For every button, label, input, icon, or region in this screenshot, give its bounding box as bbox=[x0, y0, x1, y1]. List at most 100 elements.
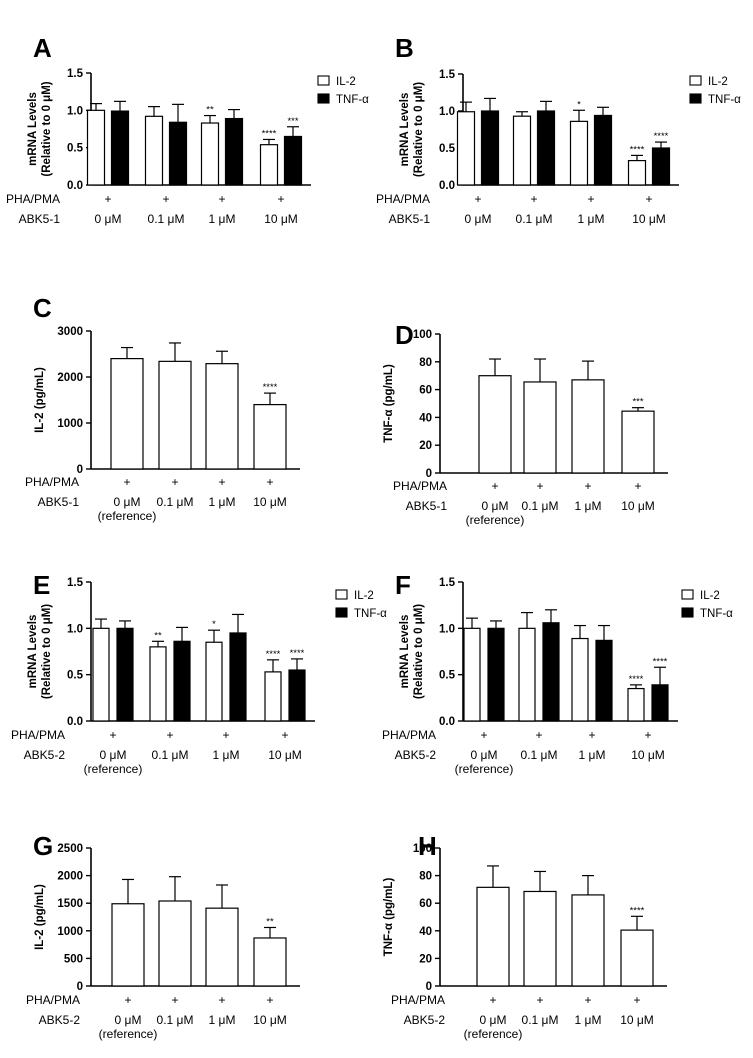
bar-tnf--3 bbox=[621, 410, 655, 474]
stim-plus: + bbox=[104, 192, 111, 206]
bar-il-2-3 bbox=[253, 937, 287, 987]
y-tick-label: 1.5 bbox=[439, 577, 456, 589]
bar-il-2-3 bbox=[264, 671, 282, 722]
panel-letter: B bbox=[395, 33, 414, 63]
bar-tnf--2 bbox=[224, 117, 244, 186]
legend-swatch bbox=[681, 589, 694, 600]
y-tick-label: 1.5 bbox=[439, 69, 456, 81]
stim-row-label: PHA/PMA bbox=[393, 479, 447, 493]
y-tick-label: 0.0 bbox=[439, 180, 455, 192]
reference-note: (reference) bbox=[464, 1027, 523, 1041]
stim-row-label: PHA/PMA bbox=[26, 993, 80, 1007]
stim-plus: + bbox=[171, 475, 178, 489]
significance-stars: *** bbox=[287, 116, 298, 127]
panel-d: D TNF-α (pg/mL) 0 20 40 60 80 100 *** PHA/PMA ABK5… bbox=[383, 320, 668, 527]
legend-swatch bbox=[681, 607, 694, 618]
significance-stars: * bbox=[212, 619, 216, 630]
stim-plus: + bbox=[584, 993, 591, 1007]
legend-label: IL-2 bbox=[354, 590, 374, 602]
reference-note: (reference) bbox=[99, 1027, 158, 1041]
y-tick-label: 0.5 bbox=[67, 670, 84, 682]
significance-stars: **** bbox=[290, 648, 305, 659]
concentration-label: 1 μM bbox=[579, 748, 606, 762]
bar-tnf--1 bbox=[523, 381, 557, 474]
legend-swatch bbox=[689, 75, 702, 86]
concentration-label: 10 μM bbox=[631, 748, 665, 762]
stim-plus: + bbox=[218, 475, 225, 489]
y-tick-label: 2000 bbox=[57, 372, 83, 384]
panel-g: G IL-2 (pg/mL) 0 500 1000 1500 2000 2500 ** PHA/P… bbox=[26, 831, 300, 1041]
legend-label: TNF-α bbox=[354, 608, 387, 620]
concentration-label: 0.1 μM bbox=[522, 499, 559, 513]
panel-letter: G bbox=[33, 831, 53, 861]
stim-plus: + bbox=[633, 993, 640, 1007]
stim-plus: + bbox=[266, 993, 273, 1007]
stim-plus: + bbox=[266, 475, 273, 489]
concentration-label: 10 μM bbox=[253, 1013, 287, 1027]
bar-il-2-0 bbox=[110, 358, 144, 470]
y-tick-label: 0.5 bbox=[439, 670, 456, 682]
stim-plus: + bbox=[123, 475, 130, 489]
y-axis-title: mRNA Levels bbox=[27, 92, 39, 166]
legend-label: IL-2 bbox=[708, 76, 728, 88]
concentration-label: 0 μM bbox=[95, 212, 122, 226]
legend-label: IL-2 bbox=[336, 76, 356, 88]
concentration-label: 0.1 μM bbox=[148, 212, 185, 226]
significance-stars: **** bbox=[630, 144, 645, 155]
bar-tnf--2 bbox=[229, 632, 247, 722]
concentration-label: 1 μM bbox=[209, 1013, 236, 1027]
concentration-label: 1 μM bbox=[578, 212, 605, 226]
concentration-label: 10 μM bbox=[253, 495, 287, 509]
stim-row-label: PHA/PMA bbox=[11, 728, 65, 742]
stim-plus: + bbox=[162, 192, 169, 206]
y-tick-label: 0 bbox=[426, 468, 432, 480]
compound-row-label: ABK5-2 bbox=[24, 748, 66, 762]
concentration-label: 1 μM bbox=[209, 495, 236, 509]
bar-tnf--3 bbox=[288, 669, 306, 722]
bar-tnf--0 bbox=[110, 110, 130, 186]
concentration-label: 0.1 μM bbox=[152, 748, 189, 762]
y-axis-title: TNF-α (pg/mL) bbox=[383, 364, 395, 443]
stim-row-label: PHA/PMA bbox=[25, 475, 79, 489]
significance-stars: **** bbox=[630, 905, 645, 916]
legend-label: TNF-α bbox=[708, 94, 741, 106]
stim-plus: + bbox=[281, 728, 288, 742]
panel-letter: C bbox=[33, 293, 52, 323]
reference-note: (reference) bbox=[84, 762, 143, 776]
y-tick-label: 500 bbox=[64, 953, 83, 965]
bar-il-2-0 bbox=[92, 627, 110, 722]
y-tick-label: 1.0 bbox=[67, 623, 83, 635]
compound-row-label: ABK5-1 bbox=[389, 212, 431, 226]
stim-plus: + bbox=[588, 728, 595, 742]
significance-stars: ** bbox=[266, 916, 274, 927]
bar-tnf--0 bbox=[476, 886, 510, 987]
bar-tnf--1 bbox=[542, 622, 560, 722]
stim-plus: + bbox=[171, 993, 178, 1007]
bar-tnf--2 bbox=[571, 894, 605, 987]
concentration-label: 0.1 μM bbox=[157, 1013, 194, 1027]
y-tick-label: 0.5 bbox=[439, 143, 456, 155]
concentration-label: 10 μM bbox=[621, 499, 655, 513]
stim-plus: + bbox=[109, 728, 116, 742]
y-axis-title: (Relative to 0 μM) bbox=[41, 81, 53, 176]
y-tick-label: 20 bbox=[419, 440, 432, 452]
bar-tnf--1 bbox=[536, 110, 556, 186]
legend-swatch bbox=[317, 93, 330, 104]
legend-label: TNF-α bbox=[700, 608, 733, 620]
stim-plus: + bbox=[218, 993, 225, 1007]
bar-tnf--0 bbox=[478, 375, 512, 474]
bar-tnf--3 bbox=[283, 135, 303, 186]
stim-row-label: PHA/PMA bbox=[6, 192, 60, 206]
stim-plus: + bbox=[222, 728, 229, 742]
y-tick-label: 0 bbox=[77, 981, 83, 993]
bar-il-2-2 bbox=[569, 120, 589, 186]
concentration-label: 0.1 μM bbox=[521, 748, 558, 762]
significance-stars: **** bbox=[653, 656, 668, 667]
reference-note: (reference) bbox=[98, 509, 157, 523]
compound-row-label: ABK5-2 bbox=[395, 748, 437, 762]
bar-tnf--1 bbox=[168, 121, 188, 186]
panel-letter: D bbox=[395, 320, 414, 350]
concentration-label: 10 μM bbox=[268, 748, 302, 762]
concentration-label: 1 μM bbox=[209, 212, 236, 226]
